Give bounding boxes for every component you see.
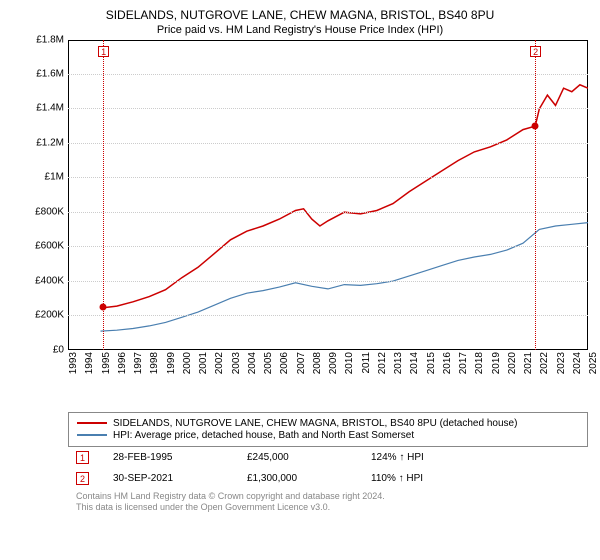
marker-label: 1 [98,46,109,57]
legend-label: SIDELANDS, NUTGROVE LANE, CHEW MAGNA, BR… [113,418,517,429]
x-tick-label: 2012 [377,352,388,374]
x-tick-label: 2010 [344,352,355,374]
y-tick-label: £1M [45,172,64,183]
y-tick-label: £1.6M [36,69,64,80]
event-date: 30-SEP-2021 [113,473,223,484]
event-row: 2 30-SEP-2021 £1,300,000 110% ↑ HPI [68,468,588,489]
event-delta: 110% ↑ HPI [371,473,423,484]
x-tick-label: 2022 [539,352,550,374]
x-tick-label: 2018 [474,352,485,374]
gridline [68,177,588,178]
event-delta: 124% ↑ HPI [371,452,424,463]
event-date: 28-FEB-1995 [113,452,223,463]
marker-vline [535,40,536,350]
legend-swatch [77,422,107,424]
x-tick-label: 1994 [84,352,95,374]
x-tick-label: 2006 [279,352,290,374]
x-tick-label: 1998 [149,352,160,374]
y-tick-label: £800K [35,206,64,217]
x-tick-label: 2004 [247,352,258,374]
event-price: £1,300,000 [247,473,347,484]
gridline [68,281,588,282]
gridline [68,108,588,109]
y-tick-label: £1.2M [36,137,64,148]
footer-line-1: Contains HM Land Registry data © Crown c… [76,491,596,503]
x-tick-label: 2002 [214,352,225,374]
x-tick-label: 2019 [491,352,502,374]
y-tick-label: £600K [35,241,64,252]
x-tick-label: 1996 [117,352,128,374]
footer-line-2: This data is licensed under the Open Gov… [76,502,596,514]
x-tick-label: 1995 [101,352,112,374]
x-tick-label: 2001 [198,352,209,374]
legend-row: HPI: Average price, detached house, Bath… [77,430,579,441]
y-tick-label: £1.8M [36,34,64,45]
gridline [68,74,588,75]
x-tick-label: 1997 [133,352,144,374]
marker-label: 2 [530,46,541,57]
x-tick-label: 2003 [231,352,242,374]
gridline [68,212,588,213]
x-tick-label: 2017 [458,352,469,374]
y-tick-label: £0 [53,344,64,355]
marker-dot [532,122,539,129]
x-tick-label: 2007 [296,352,307,374]
legend-label: HPI: Average price, detached house, Bath… [113,430,414,441]
legend-box: SIDELANDS, NUTGROVE LANE, CHEW MAGNA, BR… [68,412,588,447]
gridline [68,315,588,316]
legend-swatch [77,434,107,436]
gridline [68,246,588,247]
footer: Contains HM Land Registry data © Crown c… [68,489,600,516]
y-tick-label: £400K [35,275,64,286]
legend-row: SIDELANDS, NUTGROVE LANE, CHEW MAGNA, BR… [77,418,579,429]
marker-dot [100,304,107,311]
x-tick-label: 2013 [393,352,404,374]
chart-subtitle: Price paid vs. HM Land Registry's House … [12,24,588,36]
event-marker: 2 [76,472,89,485]
x-tick-label: 1993 [68,352,79,374]
x-tick-label: 2005 [263,352,274,374]
plot-area: £0 £200K £400K £600K £800K £1M £1.2M £1.4M £1.6M… [32,40,592,370]
x-tick-label: 2020 [507,352,518,374]
x-tick-label: 2025 [588,352,599,374]
y-tick-label: £1.4M [36,103,64,114]
y-tick-label: £200K [35,310,64,321]
events-container: 1 28-FEB-1995 £245,000 124% ↑ HPI 2 30-SEP-20… [12,447,588,489]
x-tick-label: 2024 [572,352,583,374]
event-row: 1 28-FEB-1995 £245,000 124% ↑ HPI [68,447,588,468]
x-tick-label: 1999 [166,352,177,374]
x-tick-label: 2008 [312,352,323,374]
chart-container: SIDELANDS, NUTGROVE LANE, CHEW MAGNA, BR… [0,0,600,560]
x-tick-label: 2009 [328,352,339,374]
series-line [103,84,588,307]
x-tick-label: 2000 [182,352,193,374]
x-tick-label: 2016 [442,352,453,374]
x-tick-label: 2023 [556,352,567,374]
x-tick-label: 2021 [523,352,534,374]
chart-title: SIDELANDS, NUTGROVE LANE, CHEW MAGNA, BR… [12,8,588,24]
x-tick-label: 2014 [409,352,420,374]
x-tick-label: 2015 [426,352,437,374]
event-price: £245,000 [247,452,347,463]
event-marker: 1 [76,451,89,464]
chart-svg [68,40,588,350]
gridline [68,143,588,144]
x-tick-label: 2011 [361,352,372,374]
